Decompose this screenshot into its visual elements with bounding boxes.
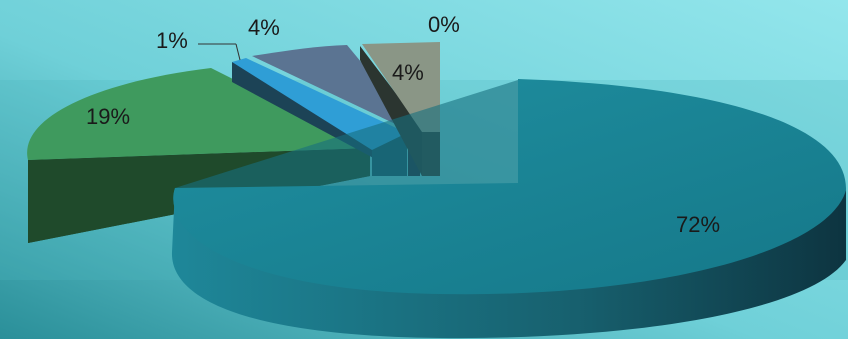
slice-72	[171, 79, 847, 339]
label-0: 0%	[428, 12, 460, 37]
slice-1-top	[232, 58, 407, 150]
slice-19-top	[27, 68, 370, 160]
slice-4b-top	[362, 42, 440, 132]
label-72: 72%	[676, 212, 720, 237]
slice-72-side	[171, 188, 846, 339]
label-19: 19%	[86, 104, 130, 129]
label-4b: 4%	[392, 60, 424, 85]
label-4a: 4%	[248, 15, 280, 40]
slice-4a-top	[252, 45, 420, 133]
slice-72-top	[173, 79, 847, 295]
slice-72-wall	[175, 80, 518, 190]
label-1-leader-2	[235, 43, 241, 61]
label-1: 1%	[156, 28, 188, 53]
slice-labels: 72% 19% 1% 4% 4% 0%	[86, 12, 720, 237]
